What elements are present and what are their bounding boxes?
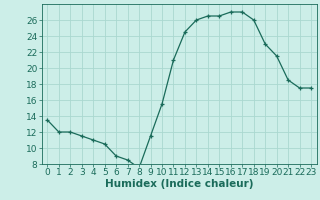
X-axis label: Humidex (Indice chaleur): Humidex (Indice chaleur) (105, 179, 253, 189)
